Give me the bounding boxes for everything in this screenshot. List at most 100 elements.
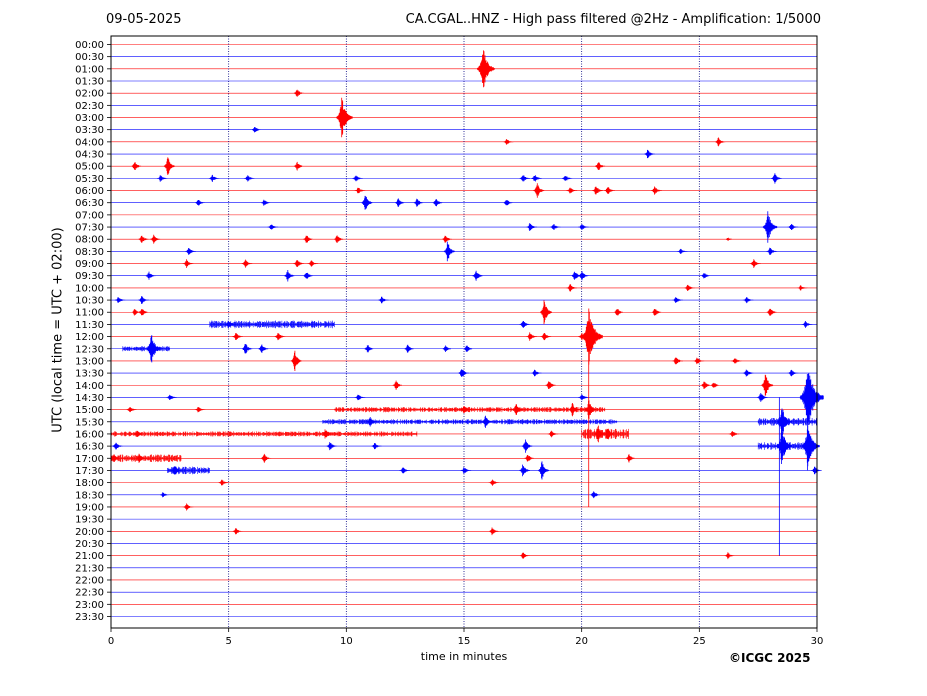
seismic-event — [392, 380, 403, 390]
seismic-event — [796, 285, 808, 291]
seismic-event — [762, 211, 778, 243]
seismic-event — [512, 404, 523, 415]
seismic-event — [566, 284, 578, 292]
seismic-event — [138, 309, 149, 316]
seismic-event — [208, 174, 220, 182]
y-tick-label: 10:30 — [75, 296, 104, 307]
seismic-event — [182, 259, 194, 268]
x-tick-label: 25 — [693, 636, 706, 647]
seismic-event — [146, 335, 161, 363]
y-tick-label: 00:30 — [75, 52, 104, 63]
seismic-event — [156, 175, 168, 182]
copyright-label: ©ICGC 2025 — [729, 651, 811, 665]
seismic-event — [538, 461, 549, 480]
x-tick-label: 10 — [340, 636, 353, 647]
seismic-event — [766, 247, 778, 255]
chart-title: CA.CGAL..HNZ - High pass filtered @2Hz -… — [405, 12, 821, 27]
seismic-event — [549, 224, 561, 230]
y-tick-label: 22:30 — [75, 588, 104, 599]
seismic-event — [756, 393, 768, 402]
seismic-event — [293, 89, 305, 97]
y-tick-label: 18:30 — [75, 490, 104, 501]
seismic-event — [625, 454, 636, 463]
x-tick-label: 0 — [108, 636, 114, 647]
seismic-event — [293, 161, 305, 171]
seismic-event — [163, 157, 175, 175]
y-tick-label: 07:30 — [75, 223, 104, 234]
seismic-event — [138, 235, 149, 243]
y-tick-label: 05:30 — [75, 174, 104, 185]
noise-burst — [209, 320, 335, 329]
seismic-event — [592, 186, 603, 195]
seismic-event — [170, 466, 182, 475]
seismic-event — [521, 439, 533, 453]
seismic-event — [568, 403, 580, 417]
seismic-event — [771, 173, 782, 184]
seismic-event — [291, 350, 302, 371]
seismic-event — [258, 344, 269, 353]
seismic-event — [540, 300, 552, 325]
seismic-event — [561, 176, 573, 181]
seismic-event — [443, 241, 455, 262]
seismic-event — [218, 479, 229, 486]
seismic-event — [432, 199, 443, 207]
y-tick-label: 18:00 — [75, 478, 104, 489]
seismic-event — [604, 428, 615, 440]
seismic-event — [531, 175, 542, 182]
y-tick-label: 10:00 — [75, 283, 104, 294]
y-tick-label: 06:30 — [75, 198, 104, 209]
seismic-event — [578, 224, 589, 230]
y-tick-label: 12:30 — [75, 344, 104, 355]
seismic-event — [130, 162, 142, 170]
seismic-event — [112, 442, 123, 450]
seismic-event — [672, 297, 683, 303]
seismic-event — [361, 195, 373, 210]
seismic-event — [700, 273, 712, 279]
seismic-event — [776, 428, 792, 464]
seismic-event — [241, 344, 253, 354]
seismic-event — [321, 429, 333, 439]
seismic-event — [693, 357, 705, 365]
seismic-event — [714, 137, 726, 147]
y-tick-label: 22:00 — [75, 575, 104, 586]
seismic-event — [585, 400, 596, 419]
seismic-event — [371, 443, 382, 450]
y-tick-label: 02:00 — [75, 89, 104, 100]
seismic-event — [138, 296, 149, 304]
seismic-event — [488, 479, 500, 486]
seismic-event — [326, 442, 338, 451]
seismic-event — [378, 296, 389, 304]
seismic-event — [742, 297, 754, 304]
seismic-event — [260, 453, 272, 463]
seismic-event — [403, 344, 415, 353]
seismic-event — [811, 466, 822, 475]
seismic-event — [801, 321, 813, 328]
seismic-event — [578, 271, 589, 281]
seismic-event — [283, 270, 295, 282]
seismic-event — [684, 284, 695, 291]
y-tick-label: 09:00 — [75, 259, 104, 270]
seismic-event — [241, 259, 253, 268]
seismic-event — [581, 308, 603, 365]
y-tick-label: 16:30 — [75, 442, 104, 453]
seismic-event — [481, 415, 493, 428]
y-tick-label: 09:30 — [75, 271, 104, 282]
y-tick-label: 20:00 — [75, 527, 104, 538]
y-tick-label: 06:00 — [75, 186, 104, 197]
seismic-event — [251, 127, 262, 133]
y-tick-label: 16:00 — [75, 429, 104, 440]
y-tick-label: 03:00 — [75, 113, 104, 124]
seismic-event — [502, 200, 514, 206]
seismic-event — [293, 260, 305, 267]
y-tick-label: 13:30 — [75, 369, 104, 380]
seismic-event — [540, 333, 552, 341]
seismic-event — [742, 369, 754, 377]
y-tick-label: 02:30 — [75, 101, 104, 112]
seismic-event — [133, 430, 145, 437]
seismic-event — [394, 198, 406, 207]
y-tick-label: 15:00 — [75, 405, 104, 416]
seismic-event — [604, 187, 615, 194]
y-tick-label: 00:00 — [75, 40, 104, 51]
seismic-event — [352, 175, 363, 182]
y-tick-label: 04:30 — [75, 150, 104, 161]
